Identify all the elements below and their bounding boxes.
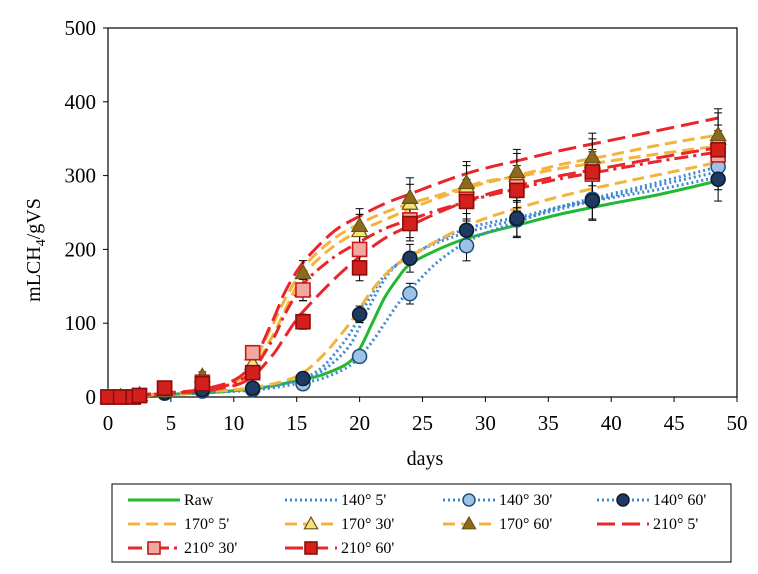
y-tick-label-4: 400 — [65, 90, 97, 114]
marker-6-12 — [583, 147, 602, 164]
marker-3-10 — [458, 222, 475, 238]
series-markers — [99, 125, 727, 405]
legend: Raw 140° 5' 140° 30' 140° 60' 170° 5' 170° 30… — [111, 483, 732, 563]
x-tick-label-8: 40 — [601, 411, 622, 435]
plot-area-frame — [107, 27, 738, 398]
y-axis-title-sub: 4 — [34, 239, 49, 246]
x-tick-label-9: 45 — [664, 411, 685, 435]
marker-6-7 — [294, 263, 312, 280]
marker-9-12 — [584, 164, 601, 180]
marker-2-10 — [458, 237, 475, 254]
marker-9-11 — [509, 182, 525, 199]
x-tick-label-4: 20 — [349, 411, 370, 435]
y-axis-title-main: mLCH — [23, 246, 45, 302]
series-line-6 — [107, 144, 719, 399]
legend-label-3: 140° 60' — [653, 492, 706, 509]
series-line-0 — [107, 179, 719, 399]
marker-9-13 — [710, 141, 726, 158]
legend-marker-6 — [461, 515, 477, 530]
marker-6-13 — [709, 125, 727, 142]
marker-8-7 — [295, 282, 311, 298]
legend-marker-5 — [303, 515, 319, 530]
marker-9-3 — [131, 387, 148, 404]
y-tick-label-5: 500 — [65, 16, 97, 40]
legend-marker-8 — [147, 541, 161, 555]
marker-8-6 — [244, 344, 261, 361]
y-tick-label-1: 100 — [65, 311, 97, 335]
marker-3-9 — [402, 250, 418, 267]
legend-label-8: 210° 30' — [184, 540, 237, 557]
y-tick-label-0: 0 — [86, 385, 97, 409]
legend-label-5: 170° 30' — [341, 516, 394, 533]
x-tick-label-5: 25 — [412, 411, 433, 435]
marker-2-8 — [351, 348, 368, 365]
marker-9-6 — [244, 364, 261, 381]
x-tick-label-3: 15 — [286, 411, 307, 435]
y-axis-title-tail: /gVS — [23, 198, 45, 239]
legend-label-1: 140° 5' — [341, 492, 386, 509]
marker-8-8 — [351, 241, 368, 258]
legend-marker-9 — [304, 541, 318, 555]
x-tick-label-1: 5 — [166, 411, 177, 435]
marker-6-10 — [457, 173, 476, 190]
y-tick-label-3: 300 — [65, 164, 97, 188]
y-tick-label-2: 200 — [65, 237, 97, 261]
marker-3-13 — [710, 171, 726, 188]
legend-marker-2 — [462, 493, 476, 507]
series-line-7 — [107, 116, 719, 399]
marker-6-11 — [508, 162, 526, 179]
x-tick-label-0: 0 — [103, 411, 114, 435]
marker-9-9 — [402, 215, 418, 232]
x-tick-label-7: 35 — [538, 411, 559, 435]
marker-6-9 — [401, 188, 419, 204]
x-tick-label-10: 50 — [727, 411, 748, 435]
legend-label-7: 210° 5' — [653, 516, 698, 533]
legend-label-0: Raw — [184, 492, 214, 509]
legend-marker-3 — [616, 493, 630, 507]
marker-9-5 — [194, 375, 211, 392]
marker-9-7 — [295, 313, 311, 330]
legend-label-4: 170° 5' — [184, 516, 229, 533]
marker-3-11 — [509, 210, 525, 227]
x-axis-title: days — [407, 448, 444, 470]
series-line-5 — [107, 133, 719, 399]
legend-label-2: 140° 30' — [499, 492, 552, 509]
marker-9-4 — [156, 380, 173, 396]
marker-9-8 — [351, 260, 368, 276]
marker-3-6 — [244, 380, 261, 396]
series-line-4 — [107, 160, 719, 399]
marker-6-8 — [350, 216, 369, 232]
marker-3-8 — [351, 306, 368, 323]
x-tick-label-2: 10 — [223, 411, 244, 435]
marker-9-10 — [458, 193, 475, 210]
legend-label-6: 170° 60' — [499, 516, 552, 533]
x-tick-label-6: 30 — [475, 411, 496, 435]
y-axis-title: mLCH4/gVS — [23, 198, 49, 302]
legend-label-9: 210° 60' — [341, 540, 394, 557]
marker-3-7 — [295, 370, 311, 387]
marker-2-9 — [402, 285, 418, 302]
marker-3-12 — [584, 192, 601, 209]
